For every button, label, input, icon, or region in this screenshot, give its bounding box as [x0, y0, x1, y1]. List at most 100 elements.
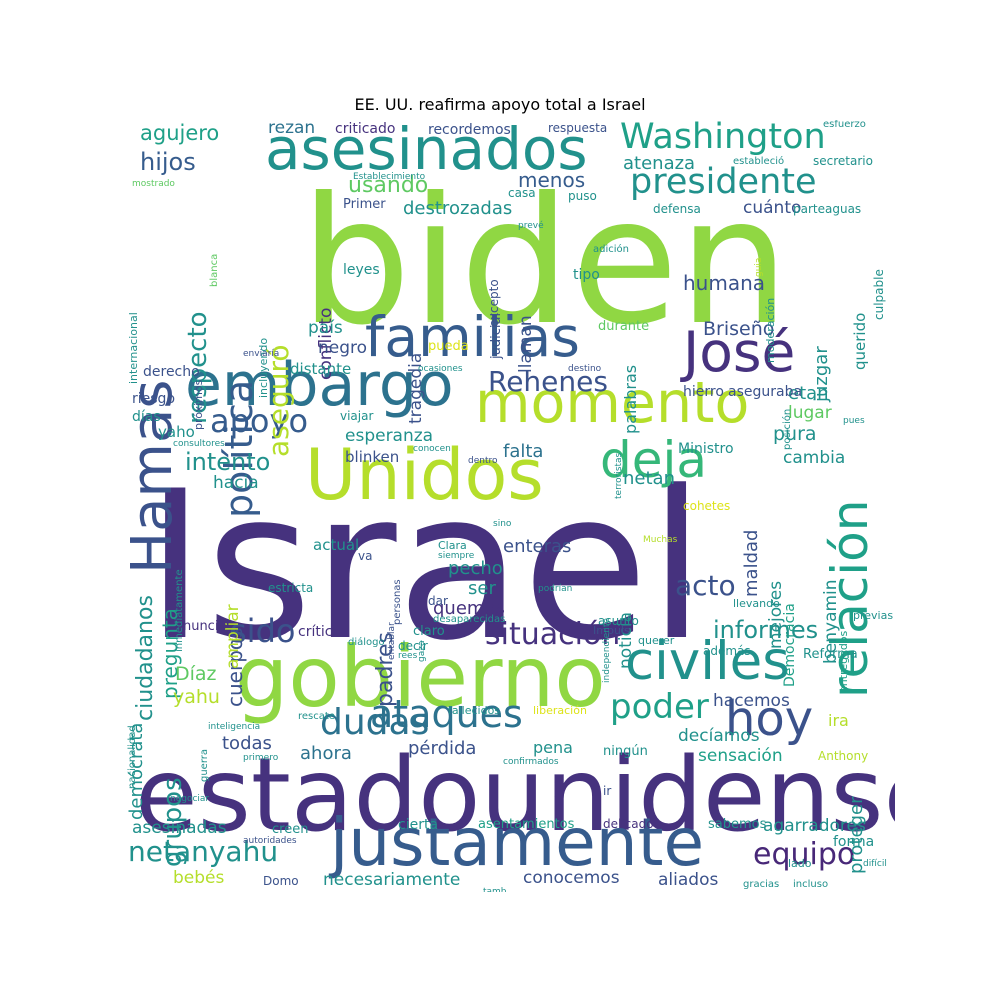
- cloud-word: momento: [475, 370, 750, 436]
- cloud-word: durante: [598, 319, 650, 334]
- cloud-word: ningún: [603, 744, 648, 759]
- cloud-word: pura: [773, 423, 817, 445]
- cloud-word: ser: [468, 578, 496, 599]
- cloud-word: yahu: [173, 686, 220, 708]
- cloud-word: tamb: [483, 887, 507, 893]
- cloud-word: Reforma: [803, 647, 858, 662]
- cloud-word: deja: [600, 431, 708, 489]
- cloud-word: rezan: [268, 120, 316, 138]
- cloud-word: menos: [518, 168, 586, 192]
- cloud-word: inmediatamente: [174, 569, 185, 652]
- cloud-word: sido: [230, 612, 296, 650]
- cloud-word: todas: [222, 733, 272, 754]
- cloud-word: sabemos: [708, 817, 767, 832]
- cloud-word: difícil: [863, 859, 887, 869]
- cloud-word: situación: [485, 617, 621, 652]
- cloud-word: siempre: [438, 551, 475, 561]
- cloud-word: bebés: [173, 868, 225, 888]
- cloud-word: cierta: [398, 817, 439, 833]
- cloud-word: asunto: [598, 614, 639, 628]
- cloud-word: previas: [853, 609, 894, 622]
- cloud-word: hijos: [140, 148, 196, 176]
- word-cloud: Israel biden estadounidense gobierno justame…: [125, 120, 895, 892]
- cloud-word: Unidos: [305, 434, 544, 516]
- cloud-word: necesariamente: [323, 870, 461, 890]
- cloud-word: lado: [788, 857, 812, 870]
- cloud-word: dudas: [320, 702, 430, 743]
- cloud-word: incluyendo: [257, 338, 270, 399]
- cloud-word: justamente: [330, 804, 705, 881]
- cloud-word: fallecidos: [448, 704, 501, 717]
- cloud-word: enviaría: [243, 349, 280, 359]
- cloud-word: querido: [851, 312, 869, 371]
- cloud-word: José: [683, 320, 796, 384]
- cloud-word: estricta: [268, 581, 314, 595]
- cloud-word: forma: [833, 834, 875, 850]
- cloud-word: anunció: [175, 619, 227, 634]
- cloud-word: civiles: [625, 631, 790, 692]
- cloud-word: intento: [185, 448, 271, 476]
- cloud-word: entablar: [387, 621, 397, 660]
- cloud-word: enteras: [503, 536, 572, 557]
- cloud-word: actual: [313, 536, 360, 554]
- cloud-word: liberación: [533, 704, 587, 717]
- cloud-word: estableció: [733, 156, 785, 167]
- cloud-word: culpable: [872, 268, 886, 320]
- cloud-word: negociar: [170, 794, 210, 804]
- cloud-word: ciudadanos: [133, 595, 158, 722]
- cloud-word: asentamientos: [478, 817, 575, 832]
- cloud-word: gracias: [743, 879, 780, 890]
- cloud-word: Clara: [438, 539, 467, 552]
- cloud-word: netan: [623, 468, 675, 489]
- cloud-word: pues: [843, 416, 865, 426]
- cloud-word: leyes: [343, 262, 380, 278]
- cloud-word: Briseño: [703, 318, 775, 340]
- cloud-word: asesinadas: [132, 818, 227, 838]
- cloud-word: diálogo: [348, 637, 385, 648]
- cloud-word: recordemos: [428, 122, 511, 138]
- cloud-word: ampliar: [223, 604, 243, 669]
- cloud-word: Washington: [620, 120, 826, 157]
- cloud-word: Israel: [145, 448, 706, 686]
- cloud-word: podrían: [538, 584, 573, 594]
- cloud-word: entregados: [837, 630, 850, 694]
- cloud-word: equipo: [753, 837, 856, 872]
- cloud-word: primero: [243, 753, 279, 763]
- cloud-word: además: [703, 644, 751, 658]
- cloud-word: Muchas: [643, 535, 678, 545]
- cloud-word: criticado: [335, 121, 396, 137]
- cloud-word: Rehenes: [488, 365, 608, 398]
- cloud-word: secretario: [813, 154, 873, 168]
- cloud-word: internacional: [127, 311, 140, 384]
- cloud-word: llevando: [733, 597, 780, 610]
- cloud-word: pueda: [428, 339, 469, 354]
- cloud-word: rescate: [298, 711, 335, 722]
- cloud-word: Domo: [263, 874, 299, 888]
- chart-title: EE. UU. reafirma apoyo total a Israel: [354, 95, 646, 114]
- cloud-word: viajar: [340, 409, 374, 423]
- cloud-word: agujero: [140, 121, 220, 145]
- cloud-word: consultores: [173, 439, 225, 449]
- cloud-word: presidente: [630, 162, 817, 202]
- cloud-word: aliados: [658, 870, 719, 890]
- cloud-word: conocen: [413, 444, 451, 454]
- cloud-word: decir: [398, 639, 428, 653]
- cloud-word: dentro: [468, 456, 498, 466]
- cloud-word: llaman: [516, 315, 536, 374]
- cloud-word: acto: [675, 569, 736, 602]
- cloud-word: prevé: [518, 221, 544, 231]
- cloud-word: atenaza: [623, 153, 696, 174]
- cloud-word: hoy: [725, 691, 814, 747]
- cloud-word: confirmados: [503, 757, 559, 767]
- cloud-word: lugar: [788, 403, 832, 423]
- cloud-word: gobierno: [235, 628, 606, 726]
- cloud-word: inteligencia: [208, 722, 261, 732]
- cloud-word: adición: [593, 244, 629, 255]
- cloud-word: esfuerzo: [823, 120, 866, 130]
- cloud-word: maldad: [741, 529, 762, 597]
- cloud-word: personas: [392, 578, 403, 625]
- cloud-word: desaparecidas: [433, 614, 506, 625]
- cloud-word: va: [358, 549, 373, 563]
- cloud-word: gaza: [417, 640, 427, 663]
- cloud-word: blanca: [209, 253, 220, 288]
